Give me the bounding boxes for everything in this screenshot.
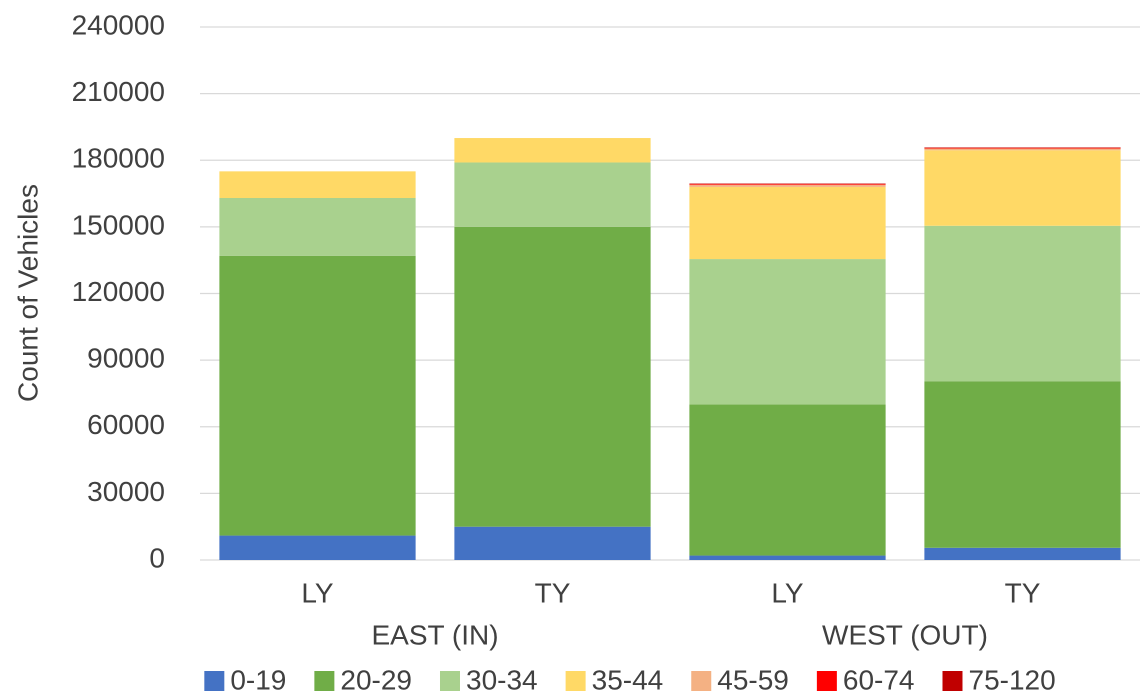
- y-tick-label: 0: [149, 542, 165, 573]
- x-tick-label: TY: [535, 577, 571, 608]
- legend-swatch: [565, 671, 586, 691]
- bar-segment: [219, 535, 416, 560]
- bar-segment: [219, 255, 416, 536]
- bar-segment: [454, 226, 651, 527]
- legend-swatch: [942, 671, 963, 691]
- bar-segment: [924, 225, 1121, 382]
- legend-swatch: [816, 671, 837, 691]
- y-tick-label: 240000: [72, 9, 165, 40]
- legend-label: 0-19: [230, 664, 286, 695]
- legend-swatch: [314, 671, 335, 691]
- legend-label: 45-59: [717, 664, 789, 695]
- legend-label: 35-44: [592, 664, 664, 695]
- bar-segment: [689, 184, 886, 185]
- y-tick-label: 120000: [72, 276, 165, 307]
- bar-segment: [454, 138, 651, 163]
- group-label: WEST (OUT): [822, 619, 988, 650]
- y-axis-label: Count of Vehicles: [12, 184, 43, 402]
- group-label: EAST (IN): [371, 619, 498, 650]
- bar-segment: [219, 171, 416, 199]
- x-tick-label: LY: [771, 577, 803, 608]
- bar-segment: [689, 259, 886, 405]
- legend: 0-19 20-29 30-34 35-44 45-59 60-74 75-120: [204, 664, 1056, 695]
- legend-label: 30-34: [466, 664, 538, 695]
- y-tick-label: 90000: [87, 343, 165, 374]
- bar-segment: [219, 198, 416, 256]
- y-tick-label: 150000: [72, 209, 165, 240]
- x-tick-label: TY: [1005, 577, 1041, 608]
- bar-segment: [454, 162, 651, 227]
- bar-segment: [924, 381, 1121, 548]
- bar-segment: [924, 148, 1121, 151]
- y-tick-label: 180000: [72, 143, 165, 174]
- bar-segment: [924, 547, 1121, 560]
- bar-segment: [689, 404, 886, 556]
- bar-segment: [924, 150, 1121, 226]
- bar-segment: [454, 526, 651, 560]
- legend-swatch: [691, 671, 712, 691]
- legend-label: 60-74: [843, 664, 915, 695]
- x-tick-label: LY: [301, 577, 333, 608]
- legend-label: 20-29: [340, 664, 412, 695]
- bar-segment: [689, 184, 886, 187]
- legend-swatch: [204, 671, 225, 691]
- bar-segment: [689, 186, 886, 260]
- legend-label: 75-120: [968, 664, 1055, 695]
- y-tick-label: 60000: [87, 409, 165, 440]
- y-tick-label: 210000: [72, 76, 165, 107]
- y-tick-label: 30000: [87, 476, 165, 507]
- bar-segment: [924, 147, 1121, 149]
- legend-swatch: [439, 671, 460, 691]
- bar-segment: [689, 555, 886, 560]
